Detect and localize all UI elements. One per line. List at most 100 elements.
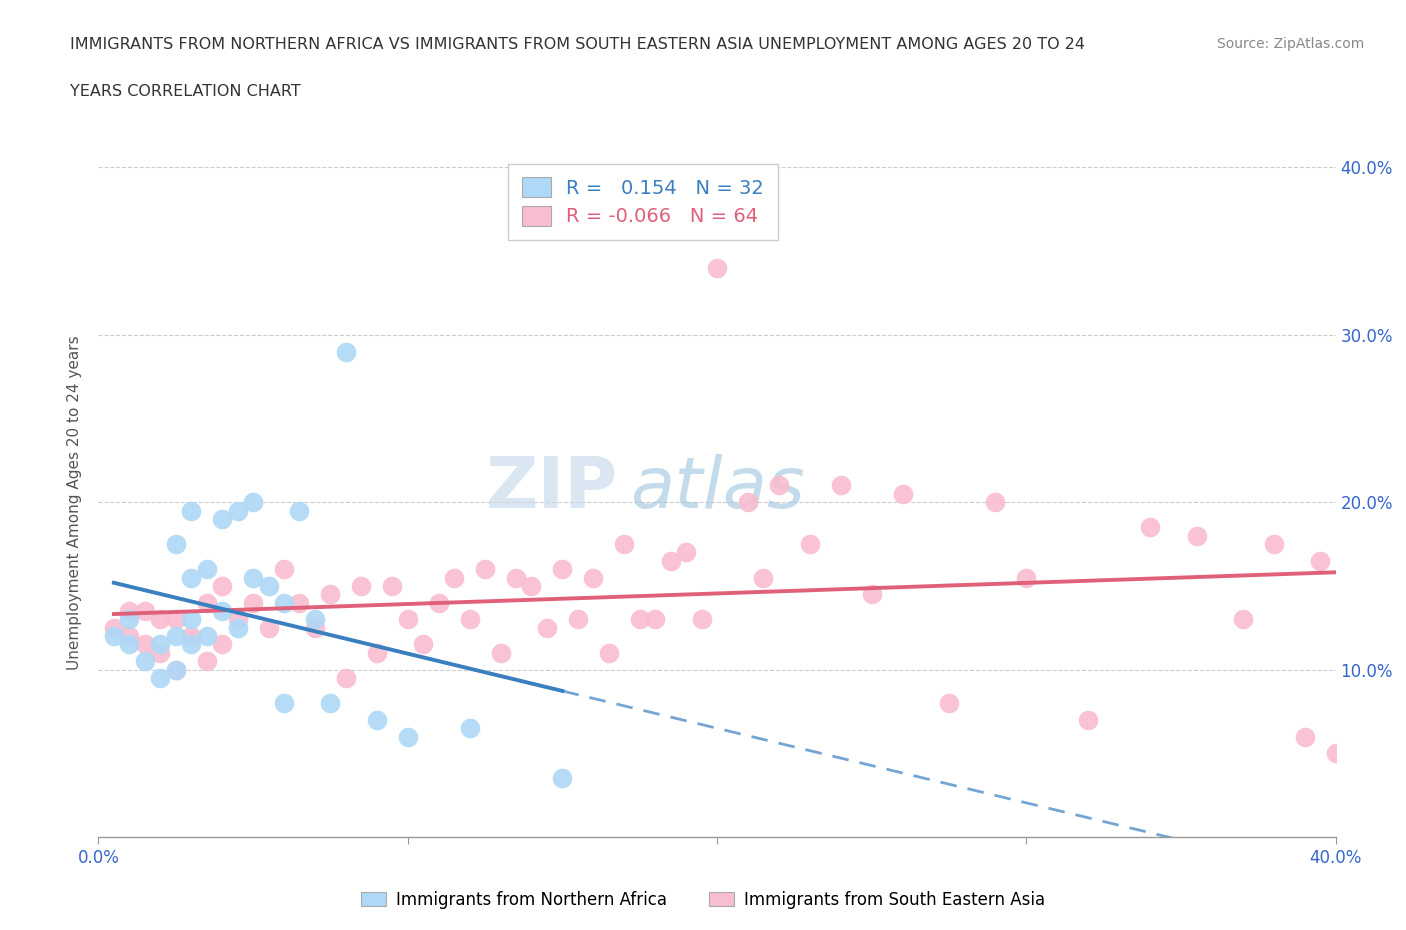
Point — [598, 645, 620, 660]
Point — [242, 595, 264, 610]
Point — [118, 604, 141, 618]
Point — [149, 612, 172, 627]
Point — [567, 612, 589, 627]
Point — [505, 570, 527, 585]
Point — [1232, 612, 1254, 627]
Legend: R =   0.154   N = 32, R = -0.066   N = 64: R = 0.154 N = 32, R = -0.066 N = 64 — [508, 164, 778, 240]
Point — [226, 503, 249, 518]
Point — [582, 570, 605, 585]
Point — [335, 671, 357, 685]
Point — [1015, 570, 1038, 585]
Point — [1077, 712, 1099, 727]
Point — [288, 503, 311, 518]
Point — [938, 696, 960, 711]
Point — [860, 587, 883, 602]
Point — [551, 562, 574, 577]
Point — [195, 595, 218, 610]
Point — [195, 654, 218, 669]
Point — [396, 729, 419, 744]
Point — [288, 595, 311, 610]
Point — [180, 629, 202, 644]
Point — [242, 570, 264, 585]
Point — [211, 637, 233, 652]
Point — [165, 629, 187, 644]
Point — [335, 344, 357, 359]
Point — [319, 587, 342, 602]
Point — [149, 637, 172, 652]
Point — [474, 562, 496, 577]
Point — [134, 637, 156, 652]
Point — [195, 562, 218, 577]
Point — [226, 620, 249, 635]
Point — [180, 612, 202, 627]
Point — [366, 645, 388, 660]
Point — [118, 612, 141, 627]
Point — [984, 495, 1007, 510]
Point — [165, 662, 187, 677]
Point — [799, 537, 821, 551]
Point — [134, 604, 156, 618]
Text: Source: ZipAtlas.com: Source: ZipAtlas.com — [1216, 37, 1364, 51]
Point — [536, 620, 558, 635]
Point — [257, 620, 280, 635]
Point — [675, 545, 697, 560]
Point — [396, 612, 419, 627]
Text: YEARS CORRELATION CHART: YEARS CORRELATION CHART — [70, 84, 301, 99]
Point — [752, 570, 775, 585]
Point — [242, 495, 264, 510]
Point — [1185, 528, 1208, 543]
Point — [304, 612, 326, 627]
Point — [381, 578, 404, 593]
Point — [706, 260, 728, 275]
Point — [180, 570, 202, 585]
Point — [211, 512, 233, 526]
Point — [273, 562, 295, 577]
Point — [891, 486, 914, 501]
Point — [103, 629, 125, 644]
Legend: Immigrants from Northern Africa, Immigrants from South Eastern Asia: Immigrants from Northern Africa, Immigra… — [353, 883, 1053, 917]
Point — [412, 637, 434, 652]
Point — [180, 637, 202, 652]
Point — [273, 595, 295, 610]
Point — [134, 654, 156, 669]
Point — [613, 537, 636, 551]
Point — [118, 629, 141, 644]
Text: atlas: atlas — [630, 455, 806, 524]
Point — [1309, 553, 1331, 568]
Point — [304, 620, 326, 635]
Point — [118, 637, 141, 652]
Point — [1263, 537, 1285, 551]
Point — [366, 712, 388, 727]
Point — [257, 578, 280, 593]
Point — [737, 495, 759, 510]
Text: ZIP: ZIP — [486, 455, 619, 524]
Point — [458, 721, 481, 736]
Point — [520, 578, 543, 593]
Point — [644, 612, 666, 627]
Point — [103, 620, 125, 635]
Point — [551, 771, 574, 786]
Point — [211, 604, 233, 618]
Point — [1139, 520, 1161, 535]
Point — [1324, 746, 1347, 761]
Point — [659, 553, 682, 568]
Point — [628, 612, 651, 627]
Point — [149, 645, 172, 660]
Point — [149, 671, 172, 685]
Point — [1294, 729, 1316, 744]
Point — [319, 696, 342, 711]
Point — [427, 595, 450, 610]
Point — [350, 578, 373, 593]
Point — [768, 478, 790, 493]
Point — [165, 537, 187, 551]
Point — [273, 696, 295, 711]
Point — [830, 478, 852, 493]
Text: IMMIGRANTS FROM NORTHERN AFRICA VS IMMIGRANTS FROM SOUTH EASTERN ASIA UNEMPLOYME: IMMIGRANTS FROM NORTHERN AFRICA VS IMMIG… — [70, 37, 1085, 52]
Point — [165, 612, 187, 627]
Point — [690, 612, 713, 627]
Point — [180, 503, 202, 518]
Point — [226, 612, 249, 627]
Point — [195, 629, 218, 644]
Point — [489, 645, 512, 660]
Point — [211, 578, 233, 593]
